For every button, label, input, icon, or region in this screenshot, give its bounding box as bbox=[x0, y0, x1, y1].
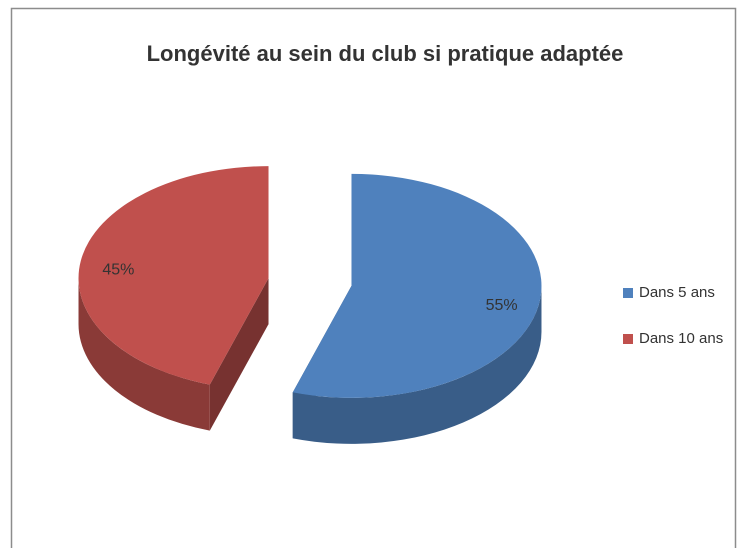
chart-border bbox=[10, 7, 737, 548]
legend-swatch bbox=[623, 288, 633, 298]
data-label: 45% bbox=[102, 261, 134, 278]
chart-title: Longévité au sein du club si pratique ad… bbox=[147, 41, 624, 66]
slice-cut-face bbox=[209, 278, 269, 431]
legend-label: Dans 10 ans bbox=[639, 330, 723, 347]
slice-side bbox=[78, 278, 210, 431]
data-label: 55% bbox=[486, 297, 518, 314]
legend-label: Dans 5 ans bbox=[639, 284, 715, 301]
slice-top bbox=[292, 173, 542, 398]
legend-swatch bbox=[623, 334, 633, 344]
slice: 55% bbox=[292, 173, 542, 444]
slice-top bbox=[78, 166, 269, 385]
slice: 45% bbox=[78, 166, 269, 431]
slice-side bbox=[292, 285, 542, 444]
